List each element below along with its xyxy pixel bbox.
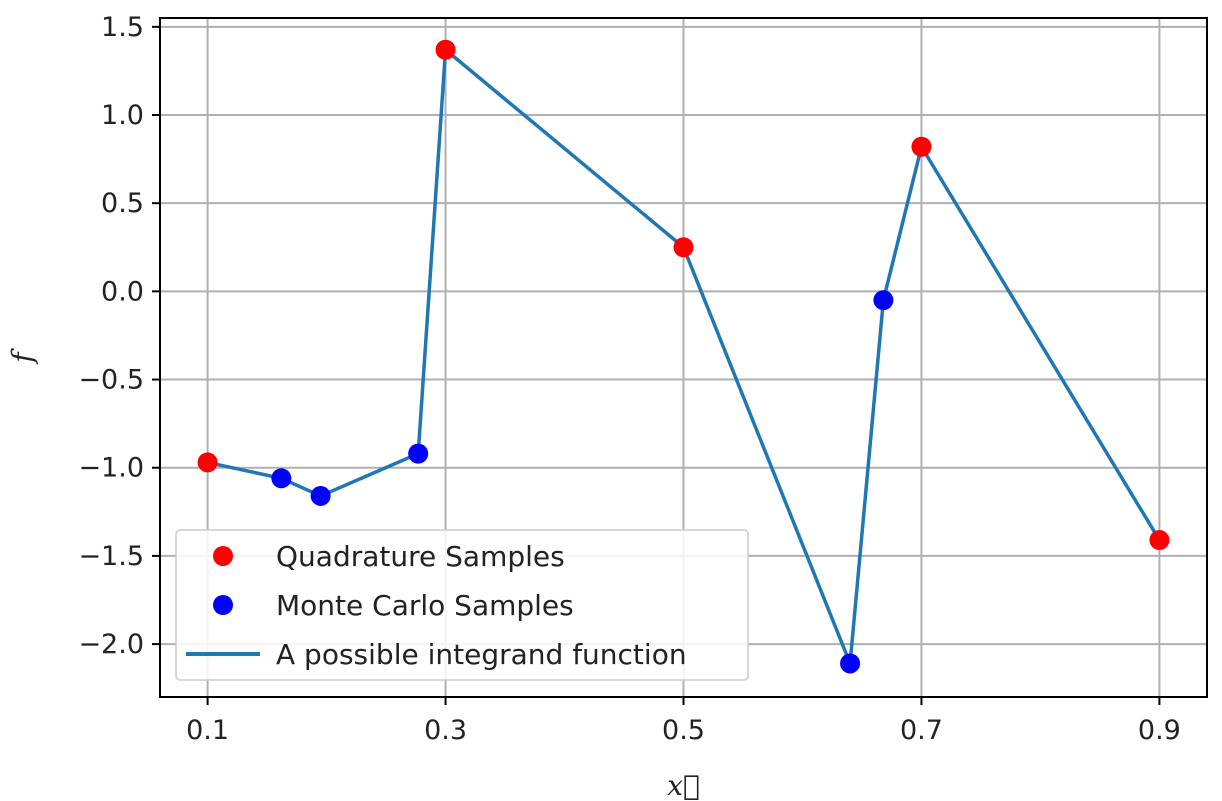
quadrature-sample-point <box>435 39 456 60</box>
y-tick-label: 0.0 <box>101 276 144 307</box>
legend-marker-quadrature <box>213 546 233 566</box>
y-tick-label: 0.5 <box>101 188 144 219</box>
y-tick-label: −1.0 <box>78 453 144 484</box>
y-axis-label: f <box>6 348 39 365</box>
y-tick-label: −0.5 <box>78 365 144 396</box>
x-tick-label: 0.1 <box>186 715 229 746</box>
x-tick-label: 0.9 <box>1138 715 1181 746</box>
monte-carlo-sample-point <box>873 290 894 311</box>
legend: Quadrature Samples Monte Carlo Samples A… <box>175 529 749 681</box>
series <box>197 39 1170 674</box>
integrand-line <box>207 47 1161 666</box>
quadrature-sample-point <box>1149 530 1170 551</box>
y-tick-label: −1.5 <box>78 541 144 572</box>
quadrature-sample-point <box>197 452 218 473</box>
legend-label-integrand: A possible integrand function <box>276 638 687 671</box>
legend-label-monte-carlo: Monte Carlo Samples <box>276 589 574 622</box>
quadrature-sample-point <box>673 237 694 258</box>
x-tick-label: 0.3 <box>424 715 467 746</box>
quadrature-sample-point <box>911 136 932 157</box>
y-tick-label: 1.5 <box>101 12 144 43</box>
axis-ticks: 0.1 0.3 0.5 0.7 0.9 1.5 1.0 0.5 0.0 −0.5 −1.0 −1.5 −… <box>78 12 1180 746</box>
legend-box <box>175 529 749 681</box>
y-tick-label: −2.0 <box>78 629 144 660</box>
y-tick-label: 1.0 <box>101 100 144 131</box>
monte-carlo-sample-point <box>408 443 429 464</box>
monte-carlo-sample-point <box>271 468 292 489</box>
x-tick-label: 0.5 <box>662 715 705 746</box>
monte-carlo-sample-point <box>840 653 861 674</box>
x-tick-label: 0.7 <box>900 715 943 746</box>
x-axis-label: x⃗ <box>667 769 700 801</box>
legend-label-quadrature: Quadrature Samples <box>276 540 565 573</box>
legend-marker-monte-carlo <box>213 595 233 615</box>
monte-carlo-sample-point <box>310 485 331 506</box>
